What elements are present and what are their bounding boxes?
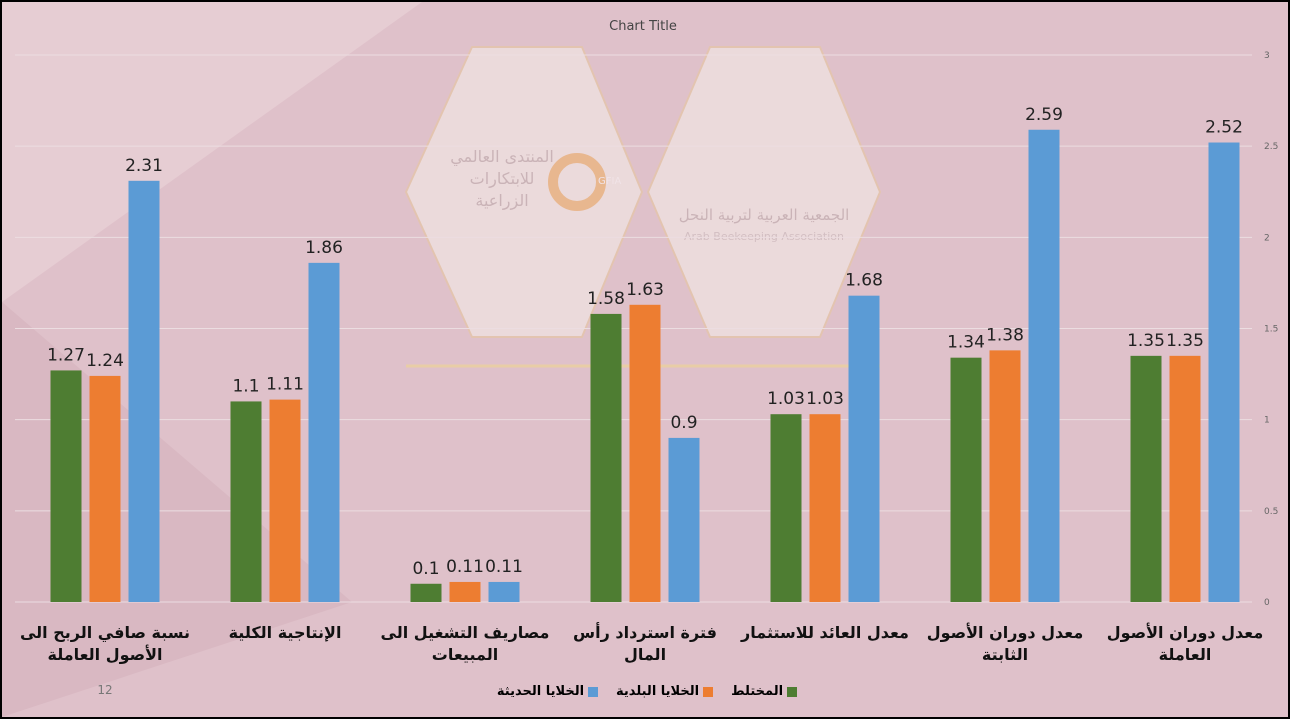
x-tick-label: مصاريف التشغيل الى المبيعات — [380, 623, 550, 664]
bar — [629, 304, 661, 602]
data-label: 1.1 — [232, 376, 259, 396]
legend-label: الخلايا الحديثة — [496, 684, 585, 699]
logo-badge: GFIA — [598, 176, 621, 187]
data-label: 1.03 — [806, 389, 844, 409]
hexagon — [404, 46, 644, 338]
bar — [230, 401, 262, 602]
legend-item: الخلايا الحديثة — [496, 684, 599, 699]
data-label: 0.11 — [446, 557, 484, 577]
bar — [128, 180, 160, 602]
y-tick-label: 1 — [1264, 416, 1270, 426]
data-label: 1.27 — [47, 345, 85, 365]
data-label: 1.38 — [986, 325, 1024, 345]
bar — [308, 262, 340, 602]
legend-item: الخلايا البلدية — [616, 684, 714, 699]
logo-text: للابتكارات — [470, 169, 535, 189]
data-label: 1.24 — [86, 351, 124, 371]
data-label: 1.35 — [1127, 331, 1165, 351]
bar — [50, 370, 82, 602]
data-label: 0.9 — [670, 413, 697, 433]
bar — [950, 357, 982, 602]
data-label: 0.1 — [412, 559, 439, 579]
bar — [668, 437, 700, 602]
x-tick-label: الإنتاجية الكلية — [228, 623, 342, 642]
logo-text: المنتدى العالمي — [450, 147, 554, 167]
logo-text: الجمعية العربية لتربية النحل — [679, 206, 850, 224]
y-tick-label: 2 — [1264, 233, 1270, 243]
bar — [89, 375, 121, 602]
hexagon — [646, 46, 882, 338]
y-tick-label: 0.5 — [1264, 507, 1278, 517]
bar — [1130, 355, 1162, 602]
data-label: 1.58 — [587, 289, 625, 309]
data-label: 1.35 — [1166, 331, 1204, 351]
legend: المختلط الخلايا البلدية الخلايا الحديثة — [2, 684, 1288, 699]
data-label: 1.34 — [947, 333, 985, 353]
bar — [449, 581, 481, 602]
logo-text: Arab Beekeeping Association — [684, 230, 844, 243]
bar — [1169, 355, 1201, 602]
y-tick-label: 0 — [1264, 598, 1270, 608]
data-label: 1.11 — [266, 375, 304, 395]
logo-ring — [548, 153, 606, 211]
slide-number: 12 — [97, 683, 112, 697]
bar — [770, 414, 802, 602]
x-tick-label: فترة استرداد رأس المال — [573, 623, 717, 664]
bar — [269, 399, 301, 602]
bar — [488, 581, 520, 602]
legend-item: المختلط — [731, 684, 798, 699]
legend-swatch — [787, 686, 798, 697]
chart-title: Chart Title — [609, 19, 677, 34]
bar — [848, 295, 880, 602]
legend-swatch — [588, 686, 599, 697]
x-tick-label: معدل دوران الأصول الثابتة — [926, 623, 1084, 664]
logo-text: الزراعية — [475, 191, 528, 211]
data-label: 1.63 — [626, 280, 664, 300]
watermark: GFIA المنتدى العالمي للابتكارات الزراعية… — [404, 46, 882, 368]
data-label: 2.59 — [1025, 105, 1063, 125]
data-label: 2.31 — [125, 156, 163, 176]
bar — [1028, 129, 1060, 603]
bar — [989, 350, 1021, 602]
bar — [410, 583, 442, 602]
y-tick-label: 3 — [1264, 51, 1270, 61]
legend-label: الخلايا البلدية — [616, 684, 700, 699]
data-label: 1.68 — [845, 271, 883, 291]
bar — [1208, 142, 1240, 602]
legend-label: المختلط — [731, 684, 784, 699]
x-tick-label: معدل العائد للاستثمار — [741, 623, 909, 642]
data-label: 1.03 — [767, 389, 805, 409]
data-label: 1.86 — [305, 238, 343, 258]
x-tick-label: معدل دوران الأصول العاملة — [1106, 623, 1264, 664]
legend-swatch — [703, 686, 714, 697]
y-tick-label: 1.5 — [1264, 325, 1278, 335]
data-label: 2.52 — [1205, 118, 1243, 138]
bar — [809, 414, 841, 602]
background-shape — [2, 2, 422, 302]
bar — [590, 313, 622, 602]
x-tick-label: نسبة صافي الربح الى الأصول العاملة — [19, 623, 191, 664]
data-label: 0.11 — [485, 557, 523, 577]
y-tick-label: 2.5 — [1264, 142, 1278, 152]
